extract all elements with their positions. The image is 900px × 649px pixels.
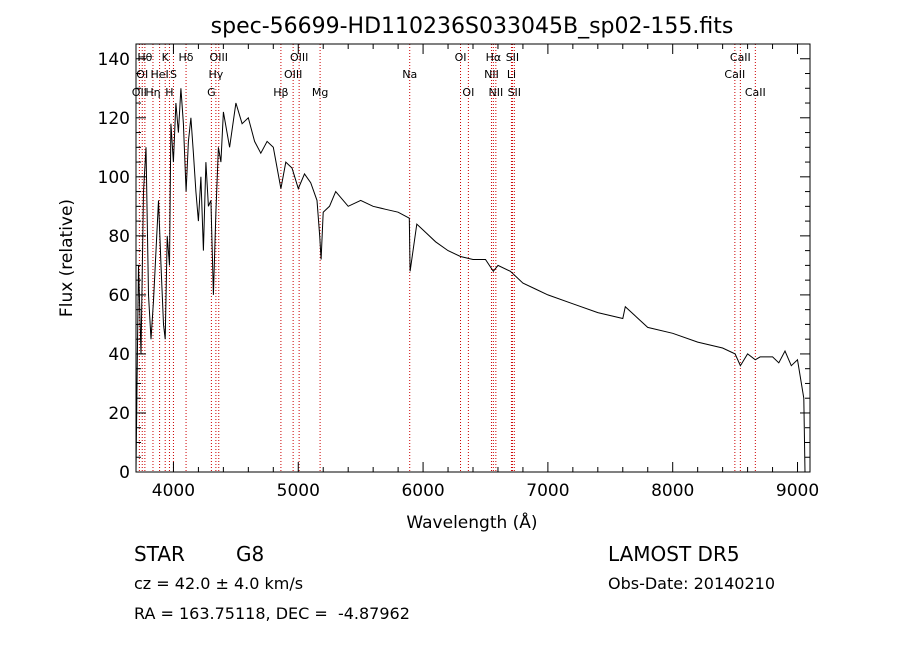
y-tick-label: 40 <box>108 345 130 365</box>
x-axis-label: Wavelength (Å) <box>406 511 537 533</box>
spectral-line-label: SII <box>506 51 519 64</box>
spectral-line-label: G <box>207 86 216 99</box>
y-axis-label: Flux (relative) <box>57 199 77 317</box>
spectral-line-label: OI <box>462 86 474 99</box>
x-tick-label: 6000 <box>401 481 444 501</box>
y-tick-label: 20 <box>108 404 130 424</box>
spectral-line-label: Mg <box>312 86 328 99</box>
x-tick-label: 4000 <box>152 481 195 501</box>
spectral-line-label: K <box>162 51 170 64</box>
spectral-line-label: CaII <box>730 51 751 64</box>
spectral-line-label: CaII <box>724 68 745 81</box>
y-tick-label: 80 <box>108 227 130 247</box>
x-tick-label: 8000 <box>651 481 694 501</box>
spectral-line-label: Hγ <box>208 68 223 81</box>
spectral-line-label: Hδ <box>179 51 194 64</box>
spectral-line-label: OI <box>455 51 467 64</box>
x-axis: 4000 5000 6000 7000 8000 9000 <box>152 44 819 501</box>
spectral-line-label: SII <box>508 86 521 99</box>
spectral-line-label: Na <box>402 68 417 81</box>
y-tick-label: 0 <box>119 463 130 483</box>
spectrum-line <box>135 88 806 473</box>
spectral-line-label: NII <box>488 86 503 99</box>
y-tick-label: 120 <box>98 109 130 129</box>
x-tick-label: 7000 <box>526 481 569 501</box>
coordinates-info: RA = 163.75118, DEC = -4.87962 <box>134 604 410 623</box>
line-markers <box>138 44 756 472</box>
spectral-line-label: Hβ <box>273 86 288 99</box>
spectral-line-label: Hη <box>145 86 160 99</box>
chart-title: spec-56699-HD110236S033045B_sp02-155.fit… <box>211 14 734 39</box>
spectral-line-label: NII <box>484 68 499 81</box>
y-tick-label: 140 <box>98 50 130 70</box>
y-tick-label: 60 <box>108 286 130 306</box>
object-class: STAR <box>134 542 185 566</box>
spectral-line-label: CaII <box>745 86 766 99</box>
spectral-line-label: Hα <box>486 51 502 64</box>
spectral-line-label: OIII <box>284 68 302 81</box>
spectral-line-label: OI <box>136 68 148 81</box>
redshift-info: cz = 42.0 ± 4.0 km/s <box>134 574 304 593</box>
survey-name: LAMOST DR5 <box>608 542 740 566</box>
spectral-line-label: H <box>165 86 173 99</box>
x-tick-label: 5000 <box>277 481 320 501</box>
spectral-line-label: Hθ <box>137 51 152 64</box>
y-tick-label: 100 <box>98 168 130 188</box>
spectral-line-label: Li <box>507 68 516 81</box>
x-tick-label: 9000 <box>776 481 819 501</box>
object-subclass: G8 <box>236 542 265 566</box>
spectral-line-label: HeI <box>150 68 168 81</box>
observation-date: Obs-Date: 20140210 <box>608 574 776 593</box>
y-axis: 0 20 40 60 80 100 120 140 <box>98 43 810 483</box>
spectral-line-label: S <box>170 68 177 81</box>
line-labels: OIIOIHθHηHeIKHSHδGHγOIIIHβOIIIOIIIMgNaOI… <box>132 51 766 99</box>
spectral-line-label: OIII <box>290 51 308 64</box>
spectral-line-label: OIII <box>210 51 228 64</box>
